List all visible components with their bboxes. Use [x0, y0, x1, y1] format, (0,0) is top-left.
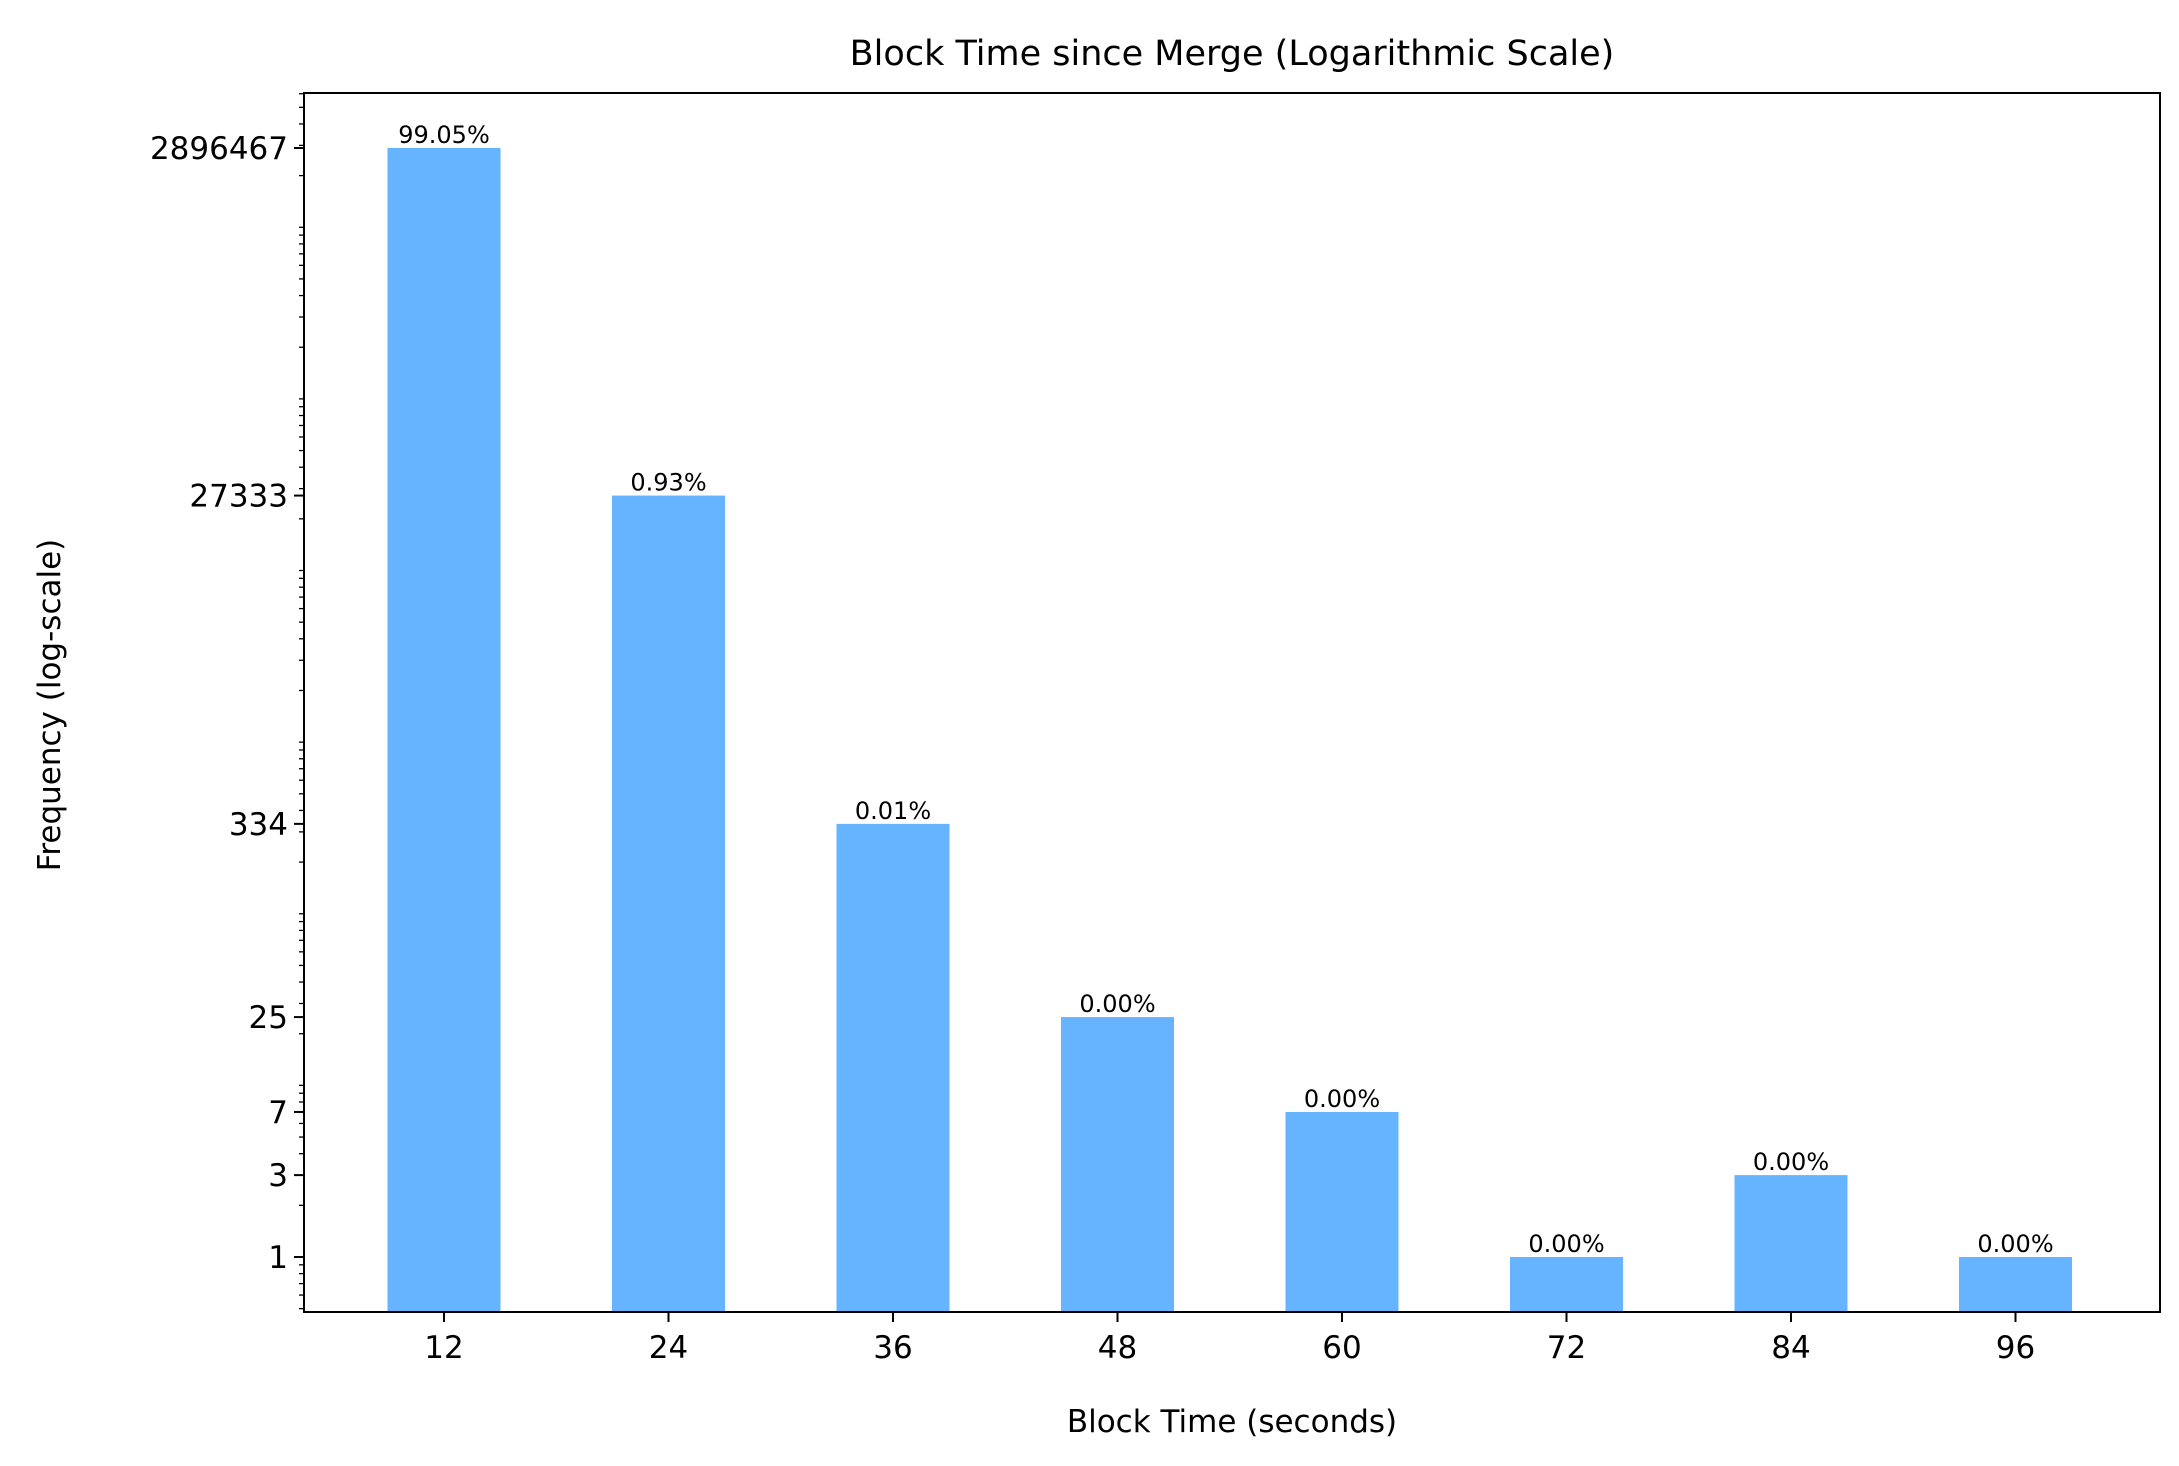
- x-tick-label: 36: [873, 1330, 912, 1366]
- y-tick-label: 25: [249, 1000, 288, 1036]
- bar-36: [836, 823, 950, 1312]
- bar-96: [1959, 1257, 2072, 1312]
- y-tick-label: 27333: [189, 479, 288, 515]
- x-axis-label: Block Time (seconds): [1067, 1404, 1397, 1440]
- y-tick-label: 334: [229, 807, 288, 843]
- x-tick-label: 48: [1098, 1330, 1137, 1366]
- bar-84: [1734, 1175, 1848, 1312]
- data-label-48: 0.00%: [1079, 990, 1155, 1018]
- x-tick-label: 96: [1996, 1330, 2035, 1366]
- x-tick-label: 60: [1322, 1330, 1361, 1366]
- data-label-24: 0.93%: [630, 469, 706, 497]
- x-tick-label: 24: [649, 1330, 688, 1366]
- y-axis-label: Frequency (log-scale): [32, 539, 68, 872]
- data-label-12: 99.05%: [398, 121, 490, 149]
- chart-title: Block Time since Merge (Logarithmic Scal…: [850, 34, 1615, 74]
- data-label-60: 0.00%: [1304, 1085, 1380, 1113]
- y-tick-label: 7: [268, 1095, 288, 1131]
- data-label-84: 0.00%: [1753, 1148, 1829, 1176]
- x-ticks: 12 24 36 48 60 72 84 96: [424, 1312, 2035, 1366]
- x-tick-label: 84: [1771, 1330, 1810, 1366]
- bar-24: [612, 495, 725, 1312]
- data-label-72: 0.00%: [1528, 1230, 1604, 1258]
- bars-group: 99.05% 0.93% 0.01% 0.00% 0.00% 0.00% 0.00% 0.00…: [387, 121, 2072, 1312]
- y-tick-label: 2896467: [150, 131, 288, 167]
- y-tick-label: 1: [268, 1240, 288, 1276]
- bar-72: [1510, 1257, 1623, 1312]
- data-label-36: 0.01%: [855, 797, 931, 825]
- bar-48: [1061, 1017, 1174, 1312]
- x-tick-label: 72: [1547, 1330, 1586, 1366]
- bar-12: [387, 148, 501, 1312]
- plot-frame: [303, 92, 2161, 1313]
- y-tick-label: 3: [268, 1158, 288, 1194]
- x-tick-label: 12: [424, 1330, 463, 1366]
- y-ticks: 2896467 27333 334 25 7 3 1: [150, 131, 304, 1276]
- data-label-96: 0.00%: [1977, 1230, 2053, 1258]
- bar-60: [1285, 1111, 1399, 1312]
